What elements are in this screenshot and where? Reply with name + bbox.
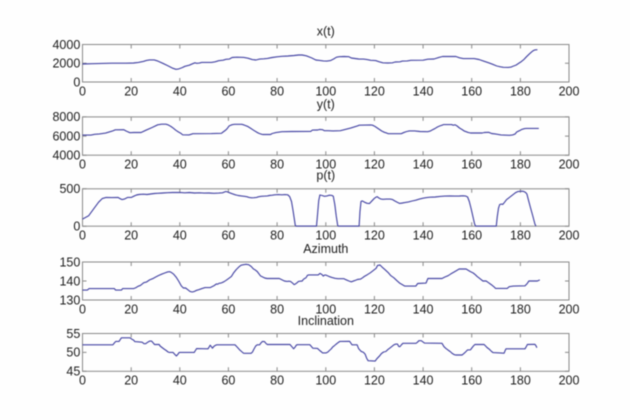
svg-text:80: 80 [270, 84, 284, 98]
svg-text:20: 20 [124, 229, 138, 243]
svg-text:160: 160 [461, 158, 482, 172]
svg-text:Inclination: Inclination [298, 314, 354, 328]
svg-text:y(t): y(t) [317, 98, 335, 112]
svg-text:140: 140 [413, 158, 434, 172]
svg-text:4000: 4000 [52, 149, 80, 163]
svg-text:200: 200 [559, 229, 580, 243]
svg-text:60: 60 [221, 302, 235, 316]
svg-text:60: 60 [221, 374, 235, 388]
svg-text:120: 120 [364, 158, 385, 172]
svg-text:0: 0 [73, 220, 80, 234]
svg-text:180: 180 [510, 374, 531, 388]
svg-text:100: 100 [315, 84, 336, 98]
svg-text:Azimuth: Azimuth [303, 242, 348, 256]
svg-text:180: 180 [510, 229, 531, 243]
svg-text:160: 160 [461, 84, 482, 98]
svg-text:80: 80 [270, 229, 284, 243]
svg-text:2000: 2000 [52, 57, 80, 71]
svg-text:140: 140 [59, 274, 80, 288]
svg-text:100: 100 [315, 302, 336, 316]
svg-text:60: 60 [221, 84, 235, 98]
svg-text:100: 100 [315, 229, 336, 243]
svg-text:40: 40 [173, 229, 187, 243]
svg-text:40: 40 [173, 302, 187, 316]
svg-text:4000: 4000 [52, 38, 80, 52]
svg-text:20: 20 [124, 302, 138, 316]
svg-text:x(t): x(t) [317, 25, 335, 39]
svg-text:140: 140 [413, 229, 434, 243]
svg-text:0: 0 [79, 84, 86, 98]
svg-text:180: 180 [510, 302, 531, 316]
svg-text:40: 40 [173, 158, 187, 172]
svg-text:0: 0 [73, 75, 80, 89]
svg-text:0: 0 [79, 229, 86, 243]
svg-text:200: 200 [559, 84, 580, 98]
svg-text:200: 200 [559, 158, 580, 172]
svg-text:120: 120 [364, 374, 385, 388]
svg-text:40: 40 [173, 84, 187, 98]
svg-text:100: 100 [315, 158, 336, 172]
svg-text:80: 80 [270, 374, 284, 388]
svg-text:160: 160 [461, 302, 482, 316]
svg-text:p(t): p(t) [316, 169, 335, 183]
svg-text:20: 20 [124, 84, 138, 98]
svg-text:45: 45 [66, 365, 80, 379]
svg-text:140: 140 [413, 84, 434, 98]
svg-text:160: 160 [461, 229, 482, 243]
svg-text:6000: 6000 [52, 129, 80, 143]
svg-text:20: 20 [124, 158, 138, 172]
svg-text:200: 200 [559, 374, 580, 388]
svg-text:0: 0 [79, 158, 86, 172]
svg-text:120: 120 [364, 84, 385, 98]
svg-text:140: 140 [413, 302, 434, 316]
svg-text:60: 60 [221, 158, 235, 172]
svg-text:80: 80 [270, 158, 284, 172]
svg-text:200: 200 [559, 302, 580, 316]
svg-text:180: 180 [510, 84, 531, 98]
svg-text:130: 130 [59, 293, 80, 307]
svg-text:40: 40 [173, 374, 187, 388]
svg-text:180: 180 [510, 158, 531, 172]
svg-text:0: 0 [79, 302, 86, 316]
svg-text:50: 50 [66, 346, 80, 360]
svg-text:55: 55 [66, 327, 80, 341]
svg-text:500: 500 [59, 182, 80, 196]
svg-text:8000: 8000 [52, 110, 80, 124]
svg-text:150: 150 [59, 255, 80, 269]
svg-text:100: 100 [315, 374, 336, 388]
svg-text:120: 120 [364, 229, 385, 243]
svg-text:120: 120 [364, 302, 385, 316]
svg-text:140: 140 [413, 374, 434, 388]
svg-text:0: 0 [79, 374, 86, 388]
svg-text:160: 160 [461, 374, 482, 388]
svg-text:20: 20 [124, 374, 138, 388]
svg-text:60: 60 [221, 229, 235, 243]
svg-text:80: 80 [270, 302, 284, 316]
